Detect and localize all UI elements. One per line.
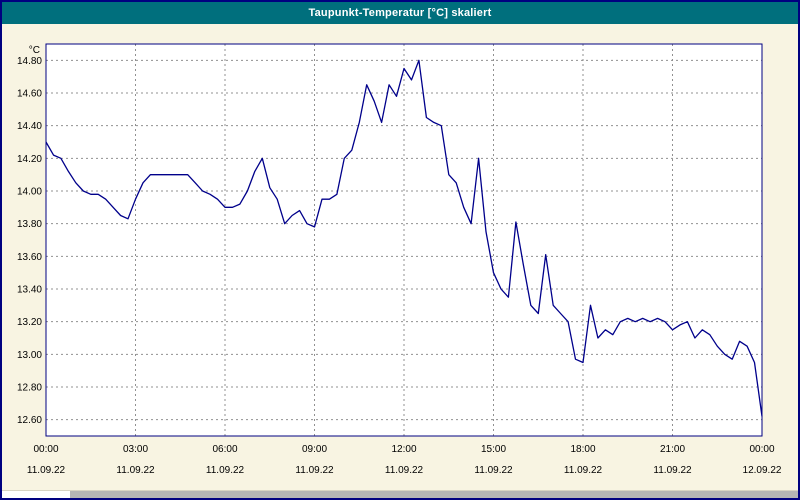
svg-text:14.60: 14.60 <box>17 89 42 100</box>
svg-text:13.80: 13.80 <box>17 219 42 230</box>
svg-text:14.40: 14.40 <box>17 121 42 132</box>
svg-text:13.00: 13.00 <box>17 350 42 361</box>
svg-text:12.60: 12.60 <box>17 415 42 426</box>
svg-text:13.20: 13.20 <box>17 317 42 328</box>
svg-text:11.09.22: 11.09.22 <box>564 465 603 476</box>
svg-text:14.20: 14.20 <box>17 154 42 165</box>
chart-area: 14.80 14.60 14.40 14.20 14.00 13.80 13.60 13.40… <box>2 24 798 490</box>
svg-text:11.09.22: 11.09.22 <box>27 465 66 476</box>
svg-text:18:00: 18:00 <box>570 444 595 455</box>
svg-text:09:00: 09:00 <box>302 444 327 455</box>
svg-text:13.40: 13.40 <box>17 285 42 296</box>
svg-text:11.09.22: 11.09.22 <box>206 465 245 476</box>
svg-text:21:00: 21:00 <box>660 444 685 455</box>
svg-text:15:00: 15:00 <box>481 444 506 455</box>
svg-text:12.80: 12.80 <box>17 383 42 394</box>
svg-text:11.09.22: 11.09.22 <box>116 465 155 476</box>
svg-text:11.09.22: 11.09.22 <box>295 465 334 476</box>
chart-title-bar: Taupunkt-Temperatur [°C] skaliert <box>2 2 798 24</box>
svg-text:13.60: 13.60 <box>17 252 42 263</box>
chart-title: Taupunkt-Temperatur [°C] skaliert <box>308 7 492 19</box>
svg-text:°C: °C <box>29 45 40 56</box>
horizontal-scrollbar[interactable] <box>2 490 798 498</box>
svg-text:12:00: 12:00 <box>391 444 416 455</box>
scrollbar-thumb[interactable] <box>70 491 798 498</box>
svg-text:00:00: 00:00 <box>749 444 774 455</box>
svg-text:06:00: 06:00 <box>212 444 237 455</box>
line-chart: 14.80 14.60 14.40 14.20 14.00 13.80 13.60 13.40… <box>17 43 782 476</box>
svg-text:14.80: 14.80 <box>17 56 42 67</box>
svg-text:03:00: 03:00 <box>123 444 148 455</box>
svg-text:00:00: 00:00 <box>33 444 58 455</box>
svg-text:12.09.22: 12.09.22 <box>743 465 782 476</box>
svg-text:11.09.22: 11.09.22 <box>653 465 692 476</box>
svg-text:11.09.22: 11.09.22 <box>474 465 513 476</box>
svg-text:11.09.22: 11.09.22 <box>385 465 424 476</box>
svg-text:14.00: 14.00 <box>17 187 42 198</box>
